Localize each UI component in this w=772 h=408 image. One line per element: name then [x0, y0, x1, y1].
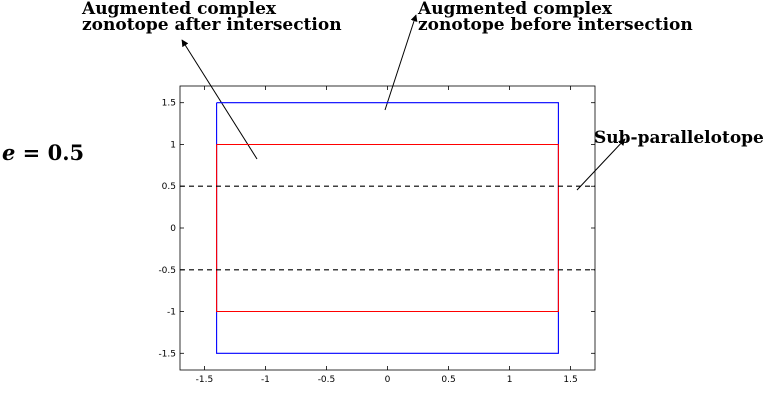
- series-red-zonotope-after: [216, 143, 559, 313]
- equation-variable: e: [2, 140, 15, 165]
- axis-ticks: -1.5 -1 -0.5 0 0.5 1 1.5 1.5 1 0.5 0 -0.5 -1 -1.5: [158, 86, 595, 385]
- y-tick-label: 0.5: [162, 182, 176, 192]
- series-layer: [180, 102, 595, 354]
- y-tick-label: -1: [167, 308, 176, 318]
- y-tick-label: -0.5: [158, 266, 176, 276]
- x-tick-label: 1: [507, 375, 513, 385]
- x-tick-label: 0: [385, 375, 391, 385]
- arrow-after-intersection: [181, 39, 258, 160]
- x-tick-label: 0.5: [441, 375, 455, 385]
- plot-area: -1.5 -1 -0.5 0 0.5 1 1.5 1.5 1 0.5 0 -0.5 -1 -1.5: [158, 85, 596, 385]
- axes-frame: [179, 85, 596, 371]
- x-tick-label: -0.5: [318, 375, 336, 385]
- x-tick-label: -1: [261, 375, 270, 385]
- y-tick-label: 0: [170, 224, 176, 234]
- x-tick-label: 1.5: [563, 375, 577, 385]
- annotation-after-line2: zonotope after intersection: [82, 15, 342, 35]
- arrow-sub-parallelotope: [576, 138, 626, 191]
- annotation-before-line1: Augmented complex: [417, 0, 613, 19]
- annotation-after-line1: Augmented complex: [81, 0, 277, 19]
- annotation-sub-parallelotope: Sub-parallelotope: [594, 128, 764, 148]
- arrow-before-intersection: [384, 14, 418, 111]
- y-tick-label: 1: [170, 140, 176, 150]
- y-tick-label: -1.5: [158, 349, 176, 359]
- annotation-before-line2: zonotope before intersection: [418, 15, 693, 35]
- equation-value: = 0.5: [15, 140, 84, 165]
- y-tick-label: 1.5: [162, 99, 176, 109]
- x-tick-label: -1.5: [196, 375, 214, 385]
- series-blue-zonotope-before: [216, 102, 559, 354]
- equation-label: e = 0.5: [2, 140, 84, 165]
